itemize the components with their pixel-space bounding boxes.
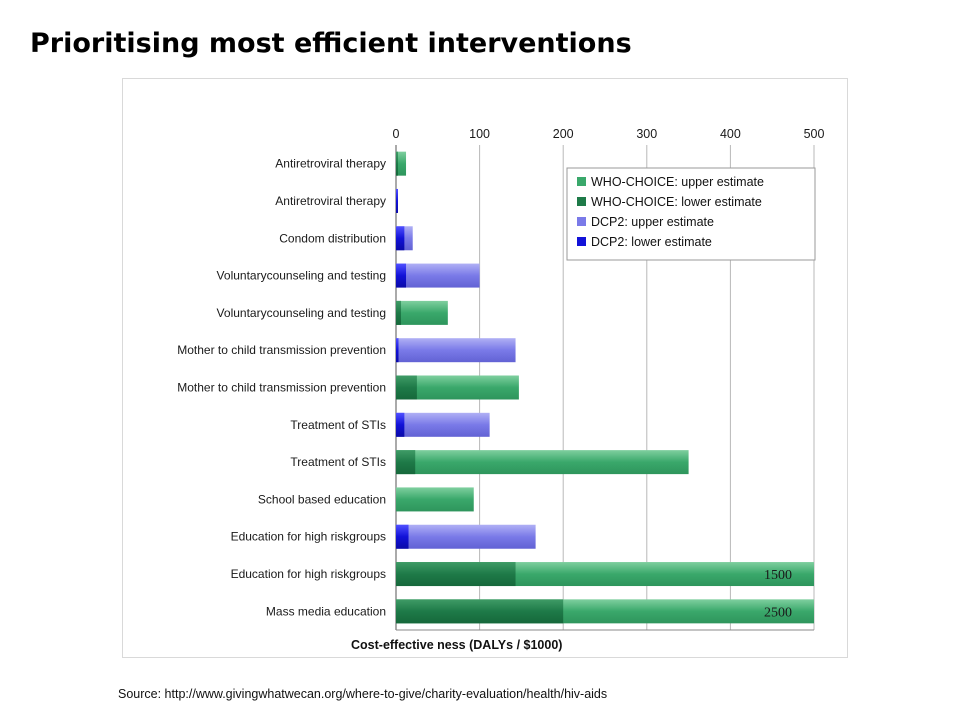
legend-swatch xyxy=(577,217,586,226)
bar-lower-estimate xyxy=(396,412,405,437)
legend-swatch xyxy=(577,177,586,186)
x-tick-label: 100 xyxy=(469,127,490,141)
category-label: Education for high riskgroups xyxy=(231,530,386,544)
category-label: Mother to child transmission prevention xyxy=(177,343,386,357)
legend-label: WHO-CHOICE: lower estimate xyxy=(591,195,762,209)
bar-value-label: 2500 xyxy=(764,605,792,620)
bar-lower-estimate xyxy=(396,450,416,475)
bar-lower-estimate xyxy=(396,151,398,176)
category-label: Antiretroviral therapy xyxy=(275,194,386,208)
legend-label: DCP2: lower estimate xyxy=(591,235,712,249)
slide-title: Prioritising most efficient intervention… xyxy=(30,28,632,59)
bar-lower-estimate xyxy=(396,188,398,213)
legend-label: WHO-CHOICE: upper estimate xyxy=(591,175,764,189)
bar-lower-estimate xyxy=(396,562,516,587)
legend-swatch xyxy=(577,197,586,206)
category-label: Treatment of STIs xyxy=(290,418,386,432)
category-label: Treatment of STIs xyxy=(290,455,386,469)
x-tick-label: 500 xyxy=(804,127,825,141)
bar-lower-estimate xyxy=(396,599,564,624)
bar-upper-estimate xyxy=(396,300,448,325)
bar-upper-estimate xyxy=(396,412,490,437)
bar-upper-estimate xyxy=(396,487,474,512)
legend-swatch xyxy=(577,237,586,246)
x-axis-title: Cost-effective ness (DALYs / $1000) xyxy=(351,638,562,652)
bar-lower-estimate xyxy=(396,338,399,363)
bar-lower-estimate xyxy=(396,226,405,251)
chart-image: 1500 2500 0 100 200 300 400 500 Antiretroviral… xyxy=(122,78,848,658)
bar-lower-estimate xyxy=(396,263,407,288)
bar-lower-estimate xyxy=(396,375,417,400)
bar-upper-estimate xyxy=(396,151,407,176)
bar-upper-estimate xyxy=(396,450,689,475)
category-label: Mother to child transmission prevention xyxy=(177,381,386,395)
x-tick-label: 0 xyxy=(393,127,400,141)
legend-label: DCP2: upper estimate xyxy=(591,215,714,229)
category-label: Voluntarycounseling and testing xyxy=(217,306,386,320)
bar-upper-estimate xyxy=(396,524,536,549)
source-citation: Source: http://www.givingwhatwecan.org/w… xyxy=(118,687,608,701)
bar-value-label: 1500 xyxy=(764,568,792,583)
x-tick-label: 400 xyxy=(720,127,741,141)
bar-chart: 1500 2500 0 100 200 300 400 500 Antiretroviral… xyxy=(177,127,825,652)
legend-box xyxy=(566,167,816,261)
bar-upper-estimate xyxy=(396,338,516,363)
category-label: Education for high riskgroups xyxy=(231,567,386,581)
bar-lower-estimate xyxy=(396,524,409,549)
category-label: Voluntarycounseling and testing xyxy=(217,269,386,283)
category-label: Antiretroviral therapy xyxy=(275,157,386,171)
category-label: School based education xyxy=(258,492,386,506)
x-tick-label: 300 xyxy=(636,127,657,141)
bar-lower-estimate xyxy=(396,300,402,325)
bar-upper-estimate xyxy=(396,263,480,288)
category-label: Mass media education xyxy=(266,604,386,618)
category-label: Condom distribution xyxy=(279,231,386,245)
x-tick-label: 200 xyxy=(553,127,574,141)
